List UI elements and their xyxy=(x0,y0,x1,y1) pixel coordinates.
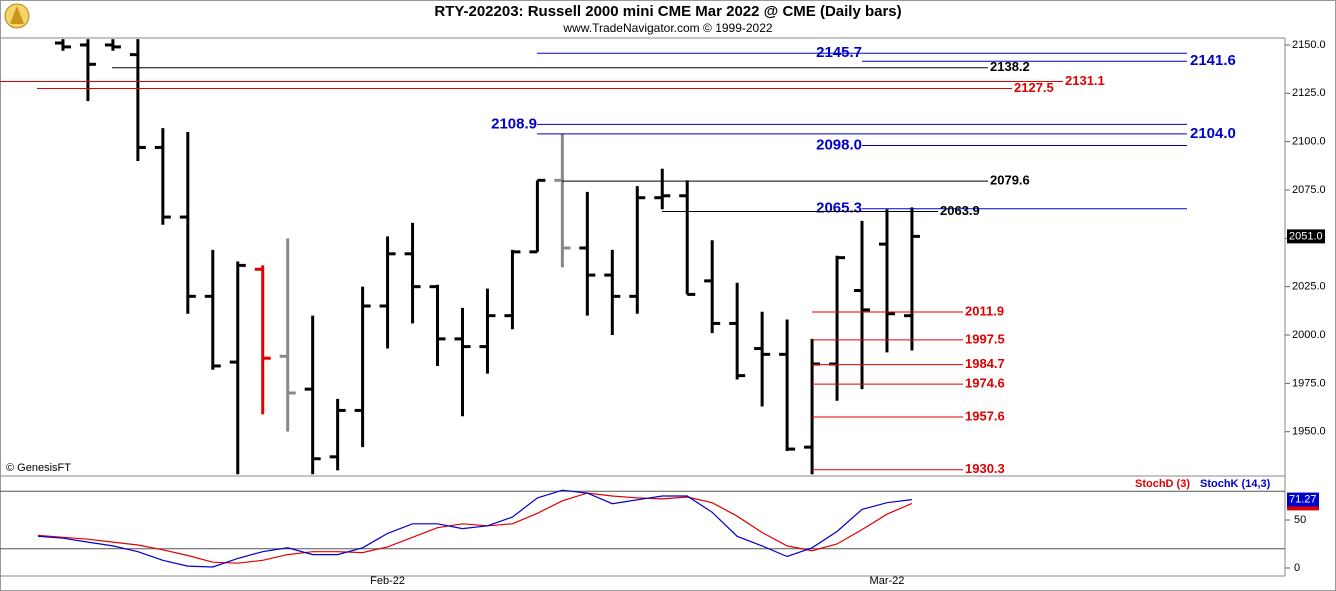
y-tick-label: 1975.0 xyxy=(1292,377,1326,389)
level-label: 1957.6 xyxy=(965,408,1005,423)
level-label: 2127.5 xyxy=(1014,80,1054,95)
legend-entry: StochD (3) xyxy=(1135,478,1190,490)
logo xyxy=(4,3,30,29)
y-tick-label: 2075.0 xyxy=(1292,184,1326,196)
legend-entry: StochK (14,3) xyxy=(1200,478,1271,490)
y-tick-label: 0 xyxy=(1294,562,1300,574)
y-tick-label: 2125.0 xyxy=(1292,87,1326,99)
x-tick-label: Mar-22 xyxy=(870,575,905,587)
level-label: 1984.7 xyxy=(965,356,1005,371)
price-panel xyxy=(54,39,920,475)
chart-subtitle: www.TradeNavigator.com © 1999-2022 xyxy=(562,21,772,35)
last-price-box xyxy=(1287,229,1325,244)
level-label: 2011.9 xyxy=(965,303,1004,318)
level-label: 2108.9 xyxy=(491,115,537,132)
chart-title: RTY-202203: Russell 2000 mini CME Mar 20… xyxy=(434,3,901,20)
last-value-label: 71.27 xyxy=(1289,493,1317,505)
level-label: 2065.3 xyxy=(816,200,862,217)
level-label: 2141.6 xyxy=(1190,52,1236,69)
y-tick-label: 50 xyxy=(1294,514,1306,526)
y-tick-label: 1950.0 xyxy=(1292,426,1326,438)
level-label: 1997.5 xyxy=(965,331,1005,346)
stoch-panel xyxy=(0,489,1285,568)
axes: 1950.01975.02000.02025.02050.02075.02100… xyxy=(0,39,1326,587)
level-label: 2145.7 xyxy=(816,44,862,61)
y-tick-label: 2100.0 xyxy=(1292,136,1326,148)
level-label: 2098.0 xyxy=(816,136,862,153)
level-label: 1974.6 xyxy=(965,376,1005,391)
last-price-label: 2051.0 xyxy=(1289,230,1323,242)
y-tick-label: 2025.0 xyxy=(1292,281,1326,293)
level-label: 2063.9 xyxy=(940,203,980,218)
level-label: 1930.3 xyxy=(965,461,1005,476)
level-label: 2104.0 xyxy=(1190,125,1236,142)
y-tick-label: 2150.0 xyxy=(1292,39,1326,51)
level-label: 2131.1 xyxy=(1065,73,1105,88)
y-tick-label: 2000.0 xyxy=(1292,329,1326,341)
x-tick-label: Feb-22 xyxy=(370,575,405,587)
stoch-line xyxy=(37,489,912,568)
level-label: 2138.2 xyxy=(990,59,1030,74)
stoch-line xyxy=(37,492,913,564)
watermark: © GenesisFT xyxy=(6,462,71,474)
level-label: 2079.6 xyxy=(990,173,1030,188)
last-value-box xyxy=(1287,492,1319,507)
